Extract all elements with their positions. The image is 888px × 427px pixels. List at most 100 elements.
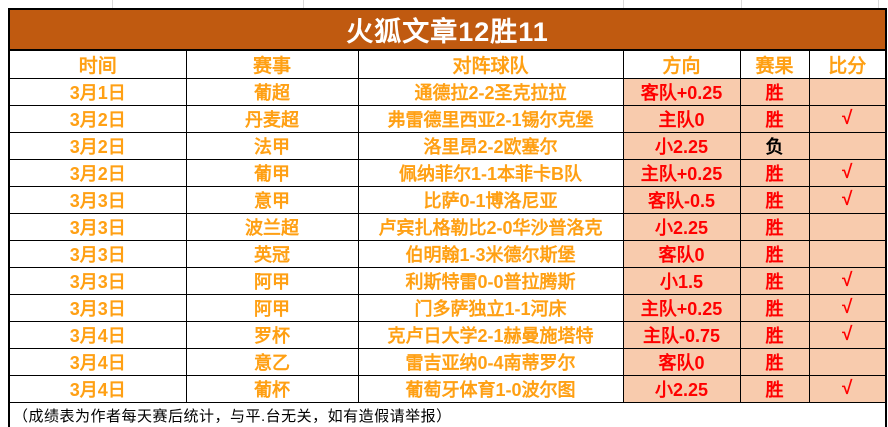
footer-note: （成绩表为作者每天赛后统计，与平.台无关，如有造假请举报） xyxy=(8,402,887,427)
table-row: 3月4日 意乙 雷吉亚纳0-4南蒂罗尔 客队0 胜 xyxy=(8,348,887,376)
cell-score xyxy=(808,132,887,160)
table-footer-row: （成绩表为作者每天赛后统计，与平.台无关，如有造假请举报） xyxy=(8,402,887,427)
cell-date: 3月4日 xyxy=(8,375,187,403)
cell-league: 罗杯 xyxy=(185,321,359,349)
table-row: 3月1日 葡超 通德拉2-2圣克拉拉 客队+0.25 胜 xyxy=(8,78,887,106)
cell-match: 佩纳菲尔1-1本菲卡B队 xyxy=(357,159,624,187)
cell-result: 胜 xyxy=(739,105,810,133)
cell-direction: 主队-0.75 xyxy=(622,321,741,349)
cell-score: √ xyxy=(808,159,887,187)
cell-score xyxy=(808,240,887,268)
header-result: 赛果 xyxy=(739,49,810,79)
header-league: 赛事 xyxy=(185,49,359,79)
cell-date: 3月2日 xyxy=(8,105,187,133)
cell-match: 洛里昂2-2欧塞尔 xyxy=(357,132,624,160)
cell-direction: 小1.5 xyxy=(622,267,741,295)
cell-result: 负 xyxy=(739,132,810,160)
cell-result: 胜 xyxy=(739,213,810,241)
cell-league: 法甲 xyxy=(185,132,359,160)
cell-league: 阿甲 xyxy=(185,294,359,322)
cell-match: 葡萄牙体育1-0波尔图 xyxy=(357,375,624,403)
results-table-wrap: 火狐文章12胜11 时间 赛事 对阵球队 方向 赛果 比分 3月1日 葡超 通德… xyxy=(8,8,888,427)
sheet-gridline xyxy=(112,0,113,8)
page-title: 火狐文章12胜11 xyxy=(8,8,887,51)
cell-result: 胜 xyxy=(739,294,810,322)
cell-result: 胜 xyxy=(739,78,810,106)
sheet-gridline xyxy=(303,0,304,8)
cell-date: 3月3日 xyxy=(8,186,187,214)
cell-direction: 主队0 xyxy=(622,105,741,133)
cell-match: 卢宾扎格勒比2-0华沙普洛克 xyxy=(357,213,624,241)
cell-direction: 客队0 xyxy=(622,240,741,268)
cell-date: 3月3日 xyxy=(8,240,187,268)
cell-direction: 小2.25 xyxy=(622,213,741,241)
cell-result: 胜 xyxy=(739,240,810,268)
cell-league: 意乙 xyxy=(185,348,359,376)
cell-score: √ xyxy=(808,294,887,322)
cell-score: √ xyxy=(808,375,887,403)
cell-date: 3月3日 xyxy=(8,267,187,295)
table-row: 3月4日 葡杯 葡萄牙体育1-0波尔图 小2.25 胜 √ xyxy=(8,375,887,403)
cell-score xyxy=(808,78,887,106)
cell-match: 雷吉亚纳0-4南蒂罗尔 xyxy=(357,348,624,376)
sheet-gridline xyxy=(741,0,742,8)
cell-result: 胜 xyxy=(739,321,810,349)
cell-date: 3月3日 xyxy=(8,213,187,241)
cell-league: 丹麦超 xyxy=(185,105,359,133)
cell-date: 3月3日 xyxy=(8,294,187,322)
table-row: 3月2日 丹麦超 弗雷德里西亚2-1锡尔克堡 主队0 胜 √ xyxy=(8,105,887,133)
cell-match: 弗雷德里西亚2-1锡尔克堡 xyxy=(357,105,624,133)
table-row: 3月3日 阿甲 利斯特雷0-0普拉腾斯 小1.5 胜 √ xyxy=(8,267,887,295)
table-row: 3月2日 葡甲 佩纳菲尔1-1本菲卡B队 主队+0.25 胜 √ xyxy=(8,159,887,187)
sheet-gridline xyxy=(623,0,624,8)
cell-result: 胜 xyxy=(739,375,810,403)
cell-result: 胜 xyxy=(739,348,810,376)
header-teams: 对阵球队 xyxy=(357,49,624,79)
cell-match: 门多萨独立1-1河床 xyxy=(357,294,624,322)
table-row: 3月3日 阿甲 门多萨独立1-1河床 主队+0.25 胜 √ xyxy=(8,294,887,322)
table-row: 3月2日 法甲 洛里昂2-2欧塞尔 小2.25 负 xyxy=(8,132,887,160)
header-time: 时间 xyxy=(8,49,187,79)
cell-league: 波兰超 xyxy=(185,213,359,241)
cell-score: √ xyxy=(808,186,887,214)
cell-league: 阿甲 xyxy=(185,267,359,295)
sheet-gridline xyxy=(878,0,879,8)
cell-date: 3月2日 xyxy=(8,132,187,160)
cell-score: √ xyxy=(808,321,887,349)
cell-league: 葡甲 xyxy=(185,159,359,187)
cell-league: 意甲 xyxy=(185,186,359,214)
header-score: 比分 xyxy=(808,49,887,79)
table-header-row: 时间 赛事 对阵球队 方向 赛果 比分 xyxy=(8,49,887,79)
cell-score xyxy=(808,348,887,376)
cell-result: 胜 xyxy=(739,186,810,214)
cell-score xyxy=(808,213,887,241)
cell-direction: 客队0 xyxy=(622,348,741,376)
table-row: 3月3日 意甲 比萨0-1博洛尼亚 客队-0.5 胜 √ xyxy=(8,186,887,214)
cell-date: 3月4日 xyxy=(8,321,187,349)
cell-match: 比萨0-1博洛尼亚 xyxy=(357,186,624,214)
cell-score: √ xyxy=(808,105,887,133)
cell-date: 3月2日 xyxy=(8,159,187,187)
table-title-row: 火狐文章12胜11 xyxy=(8,8,887,51)
cell-direction: 主队+0.25 xyxy=(622,294,741,322)
cell-direction: 小2.25 xyxy=(622,132,741,160)
cell-result: 胜 xyxy=(739,267,810,295)
table-row: 3月4日 罗杯 克卢日大学2-1赫曼施塔特 主队-0.75 胜 √ xyxy=(8,321,887,349)
cell-date: 3月4日 xyxy=(8,348,187,376)
cell-direction: 客队+0.25 xyxy=(622,78,741,106)
cell-date: 3月1日 xyxy=(8,78,187,106)
cell-league: 葡超 xyxy=(185,78,359,106)
cell-match: 克卢日大学2-1赫曼施塔特 xyxy=(357,321,624,349)
cell-score: √ xyxy=(808,267,887,295)
cell-direction: 主队+0.25 xyxy=(622,159,741,187)
cell-direction: 客队-0.5 xyxy=(622,186,741,214)
cell-match: 伯明翰1-3米德尔斯堡 xyxy=(357,240,624,268)
cell-match: 通德拉2-2圣克拉拉 xyxy=(357,78,624,106)
cell-league: 英冠 xyxy=(185,240,359,268)
cell-league: 葡杯 xyxy=(185,375,359,403)
cell-result: 胜 xyxy=(739,159,810,187)
cell-direction: 小2.25 xyxy=(622,375,741,403)
table-row: 3月3日 波兰超 卢宾扎格勒比2-0华沙普洛克 小2.25 胜 xyxy=(8,213,887,241)
cell-match: 利斯特雷0-0普拉腾斯 xyxy=(357,267,624,295)
